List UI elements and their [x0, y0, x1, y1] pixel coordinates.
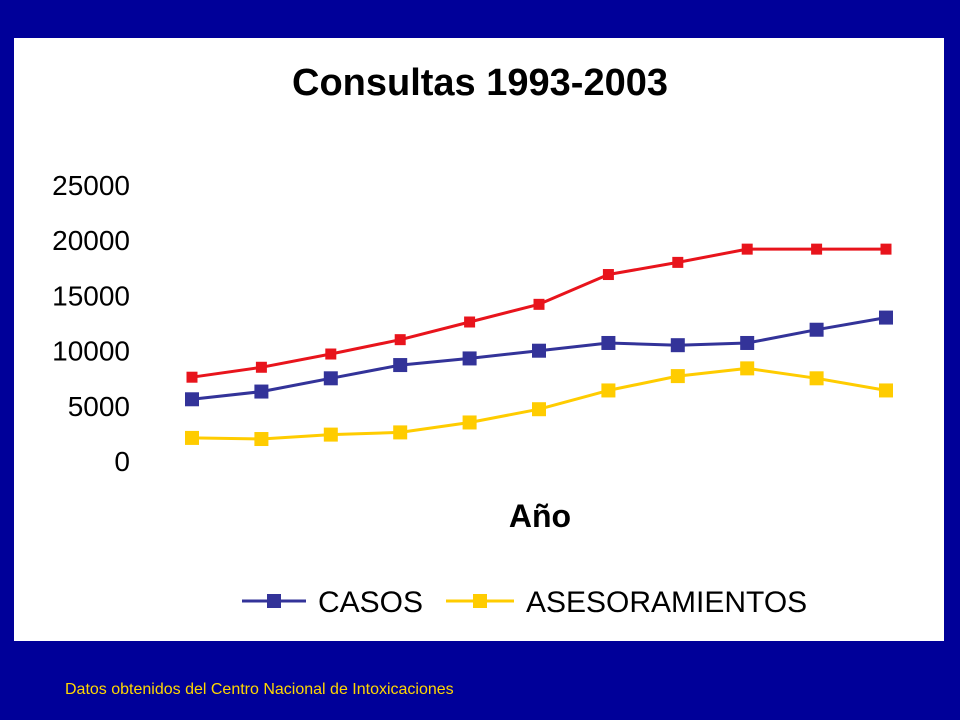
y-tick-label: 10000	[52, 336, 130, 367]
series-1-point	[185, 392, 199, 407]
series-0-point	[255, 361, 267, 373]
legend-marker	[473, 594, 487, 608]
y-tick-label: 5000	[68, 391, 130, 422]
series-2-point	[879, 383, 893, 398]
series-1-point	[393, 358, 408, 373]
series-line-1	[191, 316, 887, 401]
y-tick-label: 0	[114, 446, 130, 477]
series-1-point	[462, 351, 477, 366]
series-line-0	[191, 247, 886, 379]
source-note: Datos obtenidos del Centro Nacional de I…	[65, 681, 454, 698]
series-0-point	[533, 298, 545, 310]
series-1-point	[670, 338, 685, 353]
x-axis-label: Año	[509, 498, 571, 534]
series-0-point	[394, 334, 406, 346]
y-tick-label: 25000	[52, 170, 130, 201]
series-2-point	[809, 371, 824, 386]
series-0-point	[602, 269, 614, 281]
series-0-point	[464, 316, 476, 328]
series-0-point	[672, 256, 684, 268]
series-0-point	[186, 371, 198, 383]
chart-panel	[14, 38, 944, 641]
series-2-point	[532, 402, 546, 417]
series-2-point	[601, 383, 616, 398]
series-2-point	[185, 430, 199, 445]
series-2-point	[393, 425, 408, 440]
series-2-point	[670, 369, 685, 384]
series-0-point	[880, 243, 892, 255]
series-1-point	[254, 384, 269, 399]
series-2-point	[740, 361, 755, 376]
y-tick-label: 20000	[52, 225, 130, 256]
series-1-point	[323, 371, 338, 386]
series-1-point	[879, 310, 893, 325]
series-1-point	[740, 335, 755, 350]
legend-label: ASESORAMIENTOS	[526, 586, 807, 619]
series-0-point	[811, 243, 823, 255]
series-0-point	[325, 348, 337, 360]
series-1-point	[601, 335, 616, 350]
chart-title: Consultas 1993-2003	[292, 62, 668, 104]
series-2-point	[462, 415, 477, 430]
legend-marker	[267, 594, 281, 608]
y-tick-label: 15000	[52, 280, 130, 311]
series-1-point	[532, 343, 546, 358]
series-0-point	[741, 243, 753, 255]
legend-label: CASOS	[318, 586, 423, 619]
series-2-point	[323, 427, 338, 442]
series-1-point	[809, 322, 824, 337]
series-2-point	[254, 432, 269, 447]
